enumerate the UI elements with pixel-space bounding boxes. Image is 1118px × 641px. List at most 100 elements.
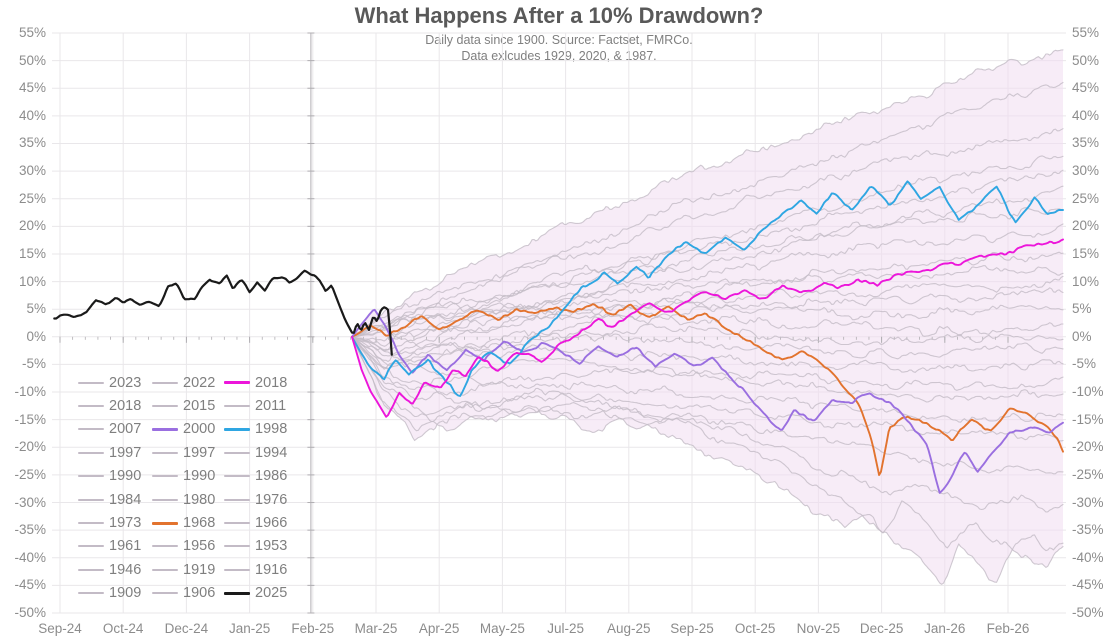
legend-swatch — [152, 427, 178, 431]
series-line-1976 — [351, 336, 1064, 423]
legend-swatch — [152, 545, 178, 548]
x-axis-label: Dec-25 — [859, 621, 904, 636]
legend-swatch — [152, 381, 178, 384]
legend-item-1906: 1906 — [152, 582, 224, 605]
y-axis-label-left: -35% — [14, 522, 46, 538]
y-axis-label-left: -45% — [14, 577, 46, 593]
chart-subtitle-line2: Data exlcudes 1929, 2020, & 1987. — [461, 49, 657, 63]
legend-swatch — [78, 545, 104, 548]
series-line-1980 — [351, 155, 1064, 351]
y-axis-label-left: 0% — [26, 328, 46, 344]
legend-swatch — [224, 545, 250, 548]
x-axis-label: Oct-25 — [734, 621, 776, 636]
y-axis-label-right: -30% — [1072, 494, 1104, 510]
legend-item-1916: 1916 — [224, 558, 304, 581]
y-axis-label-left: 55% — [18, 25, 46, 40]
y-axis-label-left: 30% — [18, 163, 46, 179]
x-axis-label: Jul-25 — [547, 621, 584, 636]
legend-label: 2000 — [183, 421, 216, 438]
legend-label: 2007 — [109, 421, 142, 438]
y-axis-label-left: 15% — [18, 245, 46, 261]
legend-swatch — [152, 592, 178, 595]
legend-swatch — [78, 428, 104, 431]
legend-swatch — [152, 521, 178, 525]
series-line-1946 — [351, 336, 1064, 475]
y-axis-label-left: 50% — [18, 52, 46, 68]
legend-item-1980: 1980 — [152, 488, 224, 511]
legend-item-1994: 1994 — [224, 441, 304, 464]
legend-label: 2018 — [109, 398, 142, 415]
series-line-1990 — [351, 265, 1064, 338]
legend-item-1909: 1909 — [78, 582, 152, 605]
series-line-2007 — [351, 336, 1064, 585]
legend-item-1990: 1990 — [152, 465, 224, 488]
x-axis-label: Oct-24 — [102, 621, 144, 636]
legend-item-1990: 1990 — [78, 465, 152, 488]
legend-label: 1990 — [183, 468, 216, 485]
legend-label: 2023 — [109, 374, 142, 391]
legend-item-2015: 2015 — [152, 394, 224, 417]
series-line-1953 — [351, 207, 1064, 338]
y-axis-label-left: -50% — [14, 605, 46, 620]
legend-item-1953: 1953 — [224, 535, 304, 558]
x-axis-label: Feb-26 — [986, 621, 1030, 636]
y-axis-label-right: -50% — [1072, 605, 1104, 620]
legend-label: 1953 — [255, 538, 288, 555]
y-axis-label-right: -40% — [1072, 549, 1104, 565]
x-axis-label: Dec-24 — [164, 621, 209, 636]
legend-swatch — [78, 405, 104, 408]
y-axis-label-right: -15% — [1072, 411, 1104, 427]
legend-item-1997: 1997 — [152, 441, 224, 464]
legend-swatch — [78, 568, 104, 571]
legend-label: 1976 — [255, 491, 288, 508]
y-axis-label-left: 5% — [26, 301, 46, 317]
series-line-2025 — [53, 269, 393, 356]
y-axis-label-right: 40% — [1072, 107, 1100, 123]
y-axis-label-right: -5% — [1072, 356, 1097, 372]
legend-label: 1997 — [109, 444, 142, 461]
y-axis-label-right: 0% — [1072, 328, 1092, 344]
series-line-2000 — [351, 308, 1064, 494]
legend-label: 2025 — [255, 585, 288, 602]
legend-label: 1998 — [255, 421, 288, 438]
legend-item-1968: 1968 — [152, 511, 224, 534]
y-axis-label-left: -30% — [14, 494, 46, 510]
legend-label: 1916 — [255, 561, 288, 578]
legend-item-2011: 2011 — [224, 394, 304, 417]
y-axis-label-right: -35% — [1072, 522, 1104, 538]
series-line-2015 — [351, 333, 1064, 363]
legend-label: 1946 — [109, 561, 142, 578]
legend-swatch — [78, 498, 104, 501]
legend-item-1997: 1997 — [78, 441, 152, 464]
series-line-2018 — [351, 238, 1064, 418]
legend-label: 1984 — [109, 491, 142, 508]
x-axis-label: Nov-25 — [796, 621, 841, 636]
crossing-axis — [307, 32, 315, 614]
y-axis-label-right: 5% — [1072, 301, 1092, 317]
legend-label: 1909 — [109, 585, 142, 602]
legend-label: 1968 — [183, 515, 216, 532]
series-line-2018g — [351, 297, 1064, 338]
x-axis-label: Apr-25 — [418, 621, 460, 636]
x-axis-label: Sep-24 — [38, 621, 82, 636]
legend-item-1956: 1956 — [152, 535, 224, 558]
legend-swatch — [78, 381, 104, 384]
legend-label: 1980 — [183, 491, 216, 508]
legend-item-2007: 2007 — [78, 418, 152, 441]
legend-swatch — [224, 522, 250, 525]
y-axis-label-left: 20% — [18, 218, 46, 234]
series-line-1984 — [351, 287, 1064, 370]
legend-label: 1973 — [109, 515, 142, 532]
y-axis-label-right: 45% — [1072, 80, 1100, 96]
chart-legend: 2023 2022 2018 2018 2015 2011 2007 2000 1998 1997… — [78, 371, 304, 605]
legend-item-1986: 1986 — [224, 465, 304, 488]
legend-label: 1919 — [183, 561, 216, 578]
series-line-1994 — [351, 323, 1064, 369]
y-axis-label-left: 10% — [18, 273, 46, 289]
legend-label: 1986 — [255, 468, 288, 485]
y-axis-label-left: 45% — [18, 80, 46, 96]
y-axis-label-right: 35% — [1072, 135, 1100, 151]
y-axis-label-left: 25% — [18, 190, 46, 206]
legend-item-1961: 1961 — [78, 535, 152, 558]
